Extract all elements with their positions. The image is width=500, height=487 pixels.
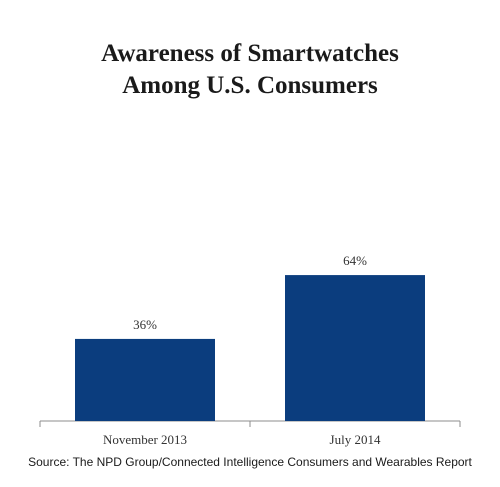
bar: [75, 339, 215, 421]
x-tick-label: July 2014: [330, 432, 381, 447]
bar: [285, 275, 425, 421]
data-label: 64%: [343, 253, 367, 268]
data-label: 36%: [133, 317, 157, 332]
source-note: Source: The NPD Group/Connected Intellig…: [0, 455, 500, 469]
x-tick-label: November 2013: [103, 432, 187, 447]
